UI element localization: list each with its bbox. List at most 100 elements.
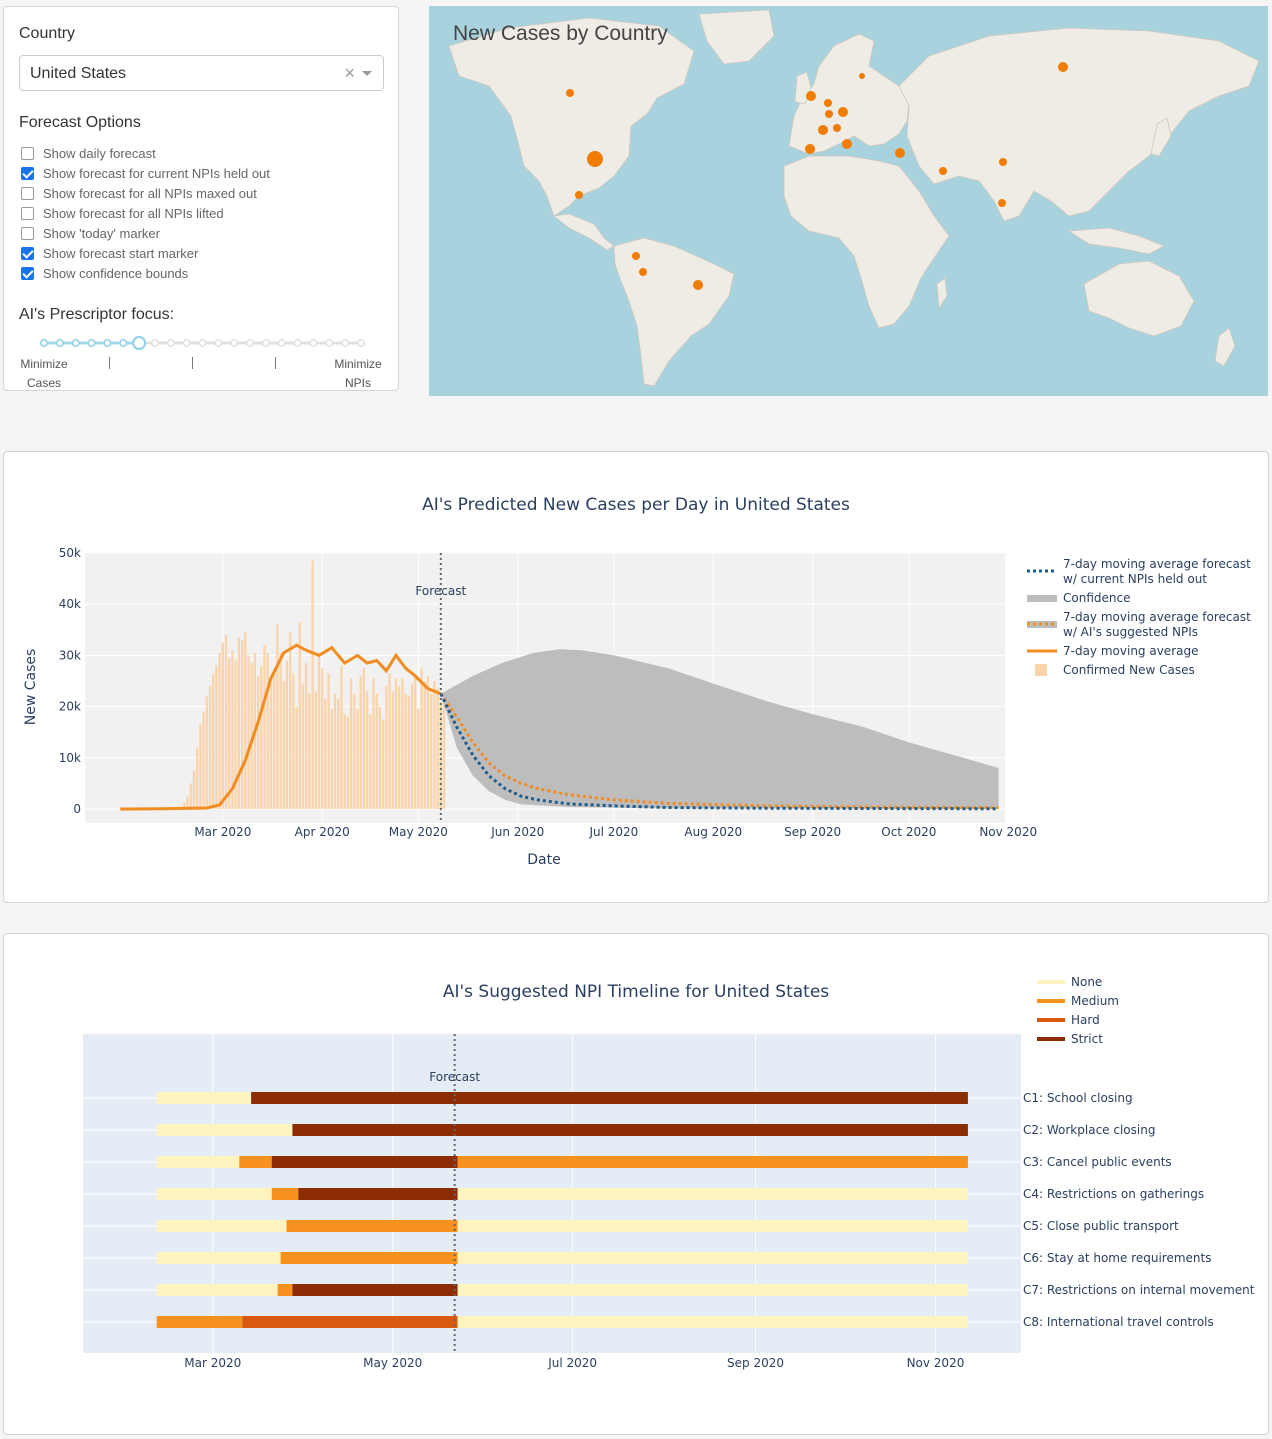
confirmed-bar[interactable] xyxy=(260,665,263,809)
confirmed-bar[interactable] xyxy=(311,560,314,809)
option-checkbox[interactable] xyxy=(21,227,34,240)
forecast-option-6[interactable]: Show confidence bounds xyxy=(21,266,188,281)
chevron-down-icon[interactable] xyxy=(362,71,372,76)
npi-segment-none[interactable] xyxy=(156,1284,278,1296)
country-marker[interactable] xyxy=(939,167,947,175)
npi-segment-strict[interactable] xyxy=(292,1284,458,1296)
slider-dot[interactable] xyxy=(151,339,159,347)
moving-average-line[interactable] xyxy=(120,643,442,811)
clear-icon[interactable]: × xyxy=(344,63,355,83)
confirmed-bar[interactable] xyxy=(388,673,391,809)
confirmed-bar[interactable] xyxy=(404,693,407,809)
legend-item[interactable]: Confidence xyxy=(1027,591,1130,605)
confirmed-bar[interactable] xyxy=(353,693,356,809)
country-marker[interactable] xyxy=(838,107,848,117)
confirmed-bar[interactable] xyxy=(340,665,343,809)
npi-segment-medium[interactable] xyxy=(239,1156,272,1168)
confirmed-bar[interactable] xyxy=(247,655,250,809)
confirmed-bar[interactable] xyxy=(414,675,417,809)
npi-segment-strict[interactable] xyxy=(298,1188,458,1200)
confirmed-bar[interactable] xyxy=(330,709,333,809)
confirmed-bar[interactable] xyxy=(273,668,276,809)
confirmed-bar[interactable] xyxy=(439,701,442,809)
npi-segment-none[interactable] xyxy=(457,1188,968,1200)
confirmed-bar[interactable] xyxy=(231,650,234,809)
country-marker[interactable] xyxy=(566,89,574,97)
country-marker[interactable] xyxy=(805,144,815,154)
npi-segment-medium[interactable] xyxy=(280,1252,458,1264)
npi-segment-strict[interactable] xyxy=(251,1092,968,1104)
npi-segment-strict[interactable] xyxy=(292,1124,968,1136)
slider-dot[interactable] xyxy=(309,339,318,347)
confirmed-bar[interactable] xyxy=(250,663,253,809)
prescriptor-slider[interactable] xyxy=(34,333,369,353)
confirmed-bar[interactable] xyxy=(234,660,237,809)
confirmed-bar[interactable] xyxy=(221,642,224,809)
npi-segment-medium[interactable] xyxy=(271,1188,299,1200)
confirmed-bar[interactable] xyxy=(196,747,199,809)
country-marker[interactable] xyxy=(806,91,816,101)
confirmed-bar[interactable] xyxy=(417,709,420,809)
confirmed-bar[interactable] xyxy=(192,770,196,809)
confirmed-bar[interactable] xyxy=(208,686,212,809)
confirmed-bar[interactable] xyxy=(324,698,327,809)
npi-segment-medium[interactable] xyxy=(277,1284,293,1296)
confirmed-bar[interactable] xyxy=(186,796,189,809)
confirmed-bar[interactable] xyxy=(378,706,382,809)
confirmed-bar[interactable] xyxy=(183,802,186,809)
forecast-current-npis-line[interactable] xyxy=(439,693,999,811)
confirmed-bar[interactable] xyxy=(282,681,285,809)
slider-dot[interactable] xyxy=(230,339,239,347)
country-marker[interactable] xyxy=(587,151,603,167)
confirmed-bar[interactable] xyxy=(349,678,353,809)
option-checkbox[interactable] xyxy=(21,187,34,200)
npi-segment-none[interactable] xyxy=(457,1316,968,1328)
country-marker[interactable] xyxy=(859,73,865,79)
slider-handle[interactable] xyxy=(132,336,147,350)
npi-segment-hard[interactable] xyxy=(242,1316,458,1328)
npi-segment-none[interactable] xyxy=(457,1284,968,1296)
npi-segment-none[interactable] xyxy=(156,1092,252,1104)
slider-dot[interactable] xyxy=(103,339,112,347)
npi-timeline-chart[interactable]: Mar 2020 May 2020 Jul 2020 Sep 2020 Nov 2020… xyxy=(4,934,1268,1434)
confirmed-bar[interactable] xyxy=(426,675,430,809)
confirmed-bar[interactable] xyxy=(410,683,414,809)
confirmed-bar[interactable] xyxy=(375,693,378,809)
npi-segment-strict[interactable] xyxy=(271,1156,458,1168)
confirmed-bar[interactable] xyxy=(244,632,247,809)
confirmed-bar[interactable] xyxy=(369,714,372,809)
confirmed-bar[interactable] xyxy=(343,714,346,809)
confirmed-bar[interactable] xyxy=(279,652,282,809)
confirmed-bar[interactable] xyxy=(305,663,308,809)
country-marker[interactable] xyxy=(824,99,832,107)
confirmed-bar[interactable] xyxy=(237,637,240,809)
confirmed-bar[interactable] xyxy=(381,719,385,809)
slider-dot[interactable] xyxy=(198,339,207,347)
country-select[interactable]: United States × xyxy=(19,55,384,91)
slider-dot[interactable] xyxy=(277,339,286,347)
confirmed-bar[interactable] xyxy=(285,660,289,809)
slider-dot[interactable] xyxy=(166,339,175,347)
confirmed-bar[interactable] xyxy=(394,678,398,809)
npi-segment-medium[interactable] xyxy=(286,1220,458,1232)
confirmed-bar[interactable] xyxy=(365,691,369,809)
slider-dot[interactable] xyxy=(71,339,80,347)
confirmed-bar[interactable] xyxy=(356,709,359,809)
npi-segment-none[interactable] xyxy=(156,1156,240,1168)
slider-dot[interactable] xyxy=(87,339,96,347)
slider-dot[interactable] xyxy=(261,339,270,347)
confirmed-bar[interactable] xyxy=(317,652,321,809)
confirmed-bar[interactable] xyxy=(189,783,192,809)
country-marker[interactable] xyxy=(1058,62,1068,72)
option-checkbox[interactable] xyxy=(21,167,34,180)
confirmed-bar[interactable] xyxy=(228,657,231,809)
forecast-option-2[interactable]: Show forecast for all NPIs maxed out xyxy=(21,186,257,201)
slider-dot[interactable] xyxy=(325,339,334,347)
confirmed-bar[interactable] xyxy=(301,683,305,809)
country-marker[interactable] xyxy=(818,125,828,135)
confirmed-bar[interactable] xyxy=(372,678,375,809)
legend-item[interactable]: Confirmed New Cases xyxy=(1035,663,1195,677)
country-marker[interactable] xyxy=(693,280,703,290)
confirmed-bar[interactable] xyxy=(362,668,366,809)
